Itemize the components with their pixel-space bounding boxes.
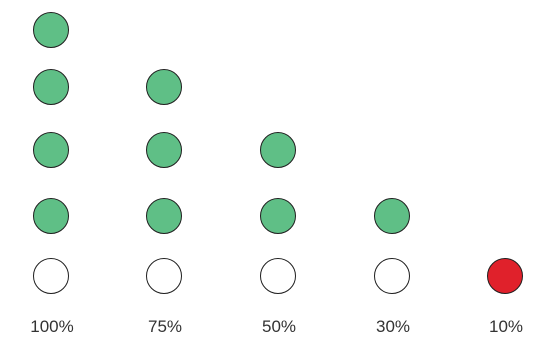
level-dot xyxy=(146,132,182,168)
base-dot xyxy=(33,258,69,294)
column-100: 100% xyxy=(22,0,82,340)
column-10: 10% xyxy=(476,0,536,340)
column-label: 100% xyxy=(30,317,74,336)
level-dot xyxy=(33,12,69,48)
column-label: 75% xyxy=(147,317,183,336)
level-dot xyxy=(146,198,182,234)
base-dot xyxy=(374,258,410,294)
level-dot xyxy=(33,69,69,105)
level-dot xyxy=(374,198,410,234)
level-dot xyxy=(260,198,296,234)
column-label: 10% xyxy=(488,317,524,336)
column-label: 30% xyxy=(375,317,411,336)
base-dot xyxy=(487,258,523,294)
base-dot xyxy=(146,258,182,294)
level-dot xyxy=(33,198,69,234)
base-dot xyxy=(260,258,296,294)
column-label: 50% xyxy=(261,317,297,336)
level-dot xyxy=(33,132,69,168)
level-dot xyxy=(146,69,182,105)
level-dot xyxy=(260,132,296,168)
column-30: 30% xyxy=(363,0,423,340)
column-50: 50% xyxy=(249,0,309,340)
column-75: 75% xyxy=(135,0,195,340)
